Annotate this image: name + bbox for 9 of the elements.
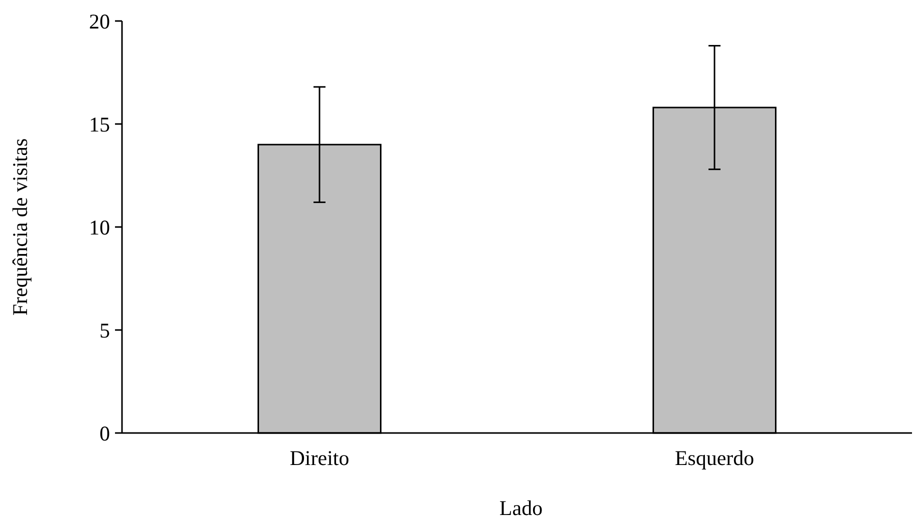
- y-tick-label: 5: [100, 318, 110, 342]
- y-tick-label: 10: [89, 215, 110, 240]
- x-axis-title: Lado: [499, 496, 543, 520]
- y-tick-label: 0: [100, 421, 110, 446]
- x-tick-label: Esquerdo: [674, 446, 754, 470]
- y-tick-label: 15: [89, 112, 110, 136]
- x-tick-label: Direito: [290, 446, 350, 470]
- y-tick-label: 20: [89, 9, 110, 34]
- y-axis-title: Frequência de visitas: [8, 138, 32, 316]
